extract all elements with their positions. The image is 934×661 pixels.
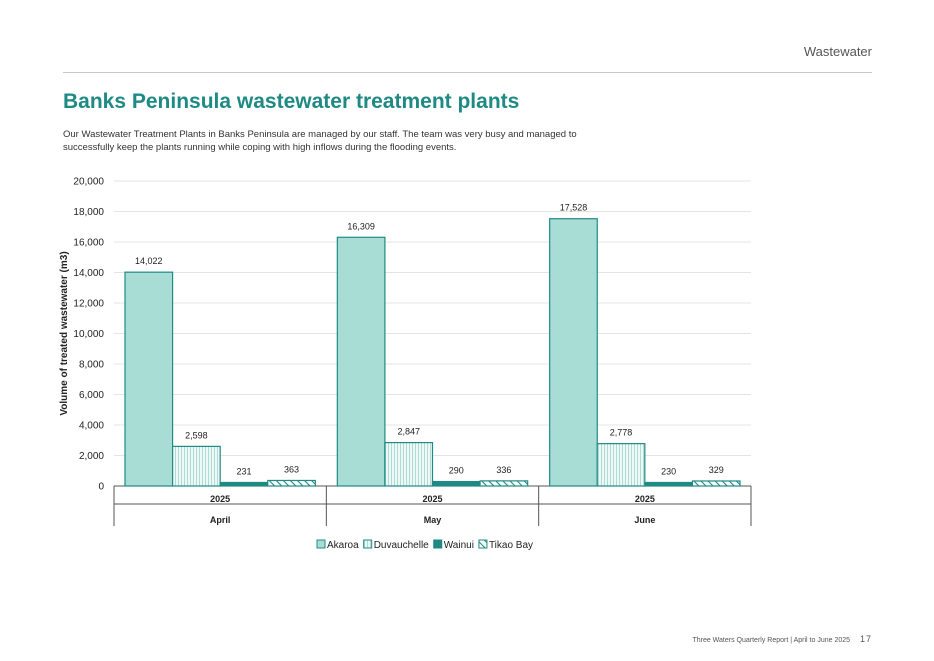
page-title: Banks Peninsula wastewater treatment pla… xyxy=(63,90,520,113)
y-tick-label: 2,000 xyxy=(79,451,104,462)
data-label: 336 xyxy=(496,465,511,475)
data-label: 290 xyxy=(449,466,464,476)
x-tick-year: 2025 xyxy=(422,494,442,504)
data-label: 2,778 xyxy=(610,428,633,438)
data-label: 231 xyxy=(236,466,251,476)
bar-tikao-bay xyxy=(479,480,529,487)
bars xyxy=(124,218,741,487)
x-tick-month: May xyxy=(424,515,442,525)
y-tick-label: 6,000 xyxy=(79,390,104,401)
page-number: 17 xyxy=(859,634,872,644)
y-tick-label: 12,000 xyxy=(73,299,104,310)
bar-duvauchelle xyxy=(596,443,646,487)
bar-duvauchelle xyxy=(171,445,221,487)
footer: Three Waters Quarterly Report | April to… xyxy=(692,634,872,644)
legend-swatch xyxy=(363,539,373,549)
legend-label: Tikao Bay xyxy=(489,540,533,551)
footer-report: Three Waters Quarterly Report | April to… xyxy=(692,637,851,644)
data-label: 2,847 xyxy=(397,427,420,437)
y-tick-label: 0 xyxy=(98,482,104,493)
legend-swatch xyxy=(316,539,326,549)
x-tick-year: 2025 xyxy=(210,494,230,504)
y-tick-label: 20,000 xyxy=(73,177,104,188)
legend: Akaroa Duvauchelle Wainui Tikao Bay xyxy=(316,539,533,551)
bar-wainui xyxy=(431,480,481,487)
legend-swatch xyxy=(433,539,443,549)
y-tick-label: 4,000 xyxy=(79,421,104,432)
legend-label: Duvauchelle xyxy=(374,540,429,551)
bar-tikao-bay xyxy=(267,479,316,487)
gridlines xyxy=(114,180,751,487)
y-tick-label: 10,000 xyxy=(73,329,104,340)
bar-wainui xyxy=(219,481,269,487)
y-axis-label: Volume of treated wastewater (m3) xyxy=(59,251,70,415)
x-tick-month: April xyxy=(210,515,231,525)
bar-akaroa xyxy=(124,271,174,487)
data-label: 363 xyxy=(284,464,299,474)
header-rule xyxy=(63,72,872,73)
legend-label: Wainui xyxy=(444,540,474,551)
x-tick-month: June xyxy=(634,515,655,525)
data-label: 2,598 xyxy=(185,430,208,440)
bar-tikao-bay xyxy=(691,480,741,487)
bar-akaroa xyxy=(336,236,386,487)
y-tick-label: 14,000 xyxy=(73,268,104,279)
bar-akaroa xyxy=(549,218,598,487)
y-tick-label: 16,000 xyxy=(73,238,104,249)
y-tick-label: 8,000 xyxy=(79,360,104,371)
legend-swatch xyxy=(478,539,488,549)
data-label: 14,022 xyxy=(135,256,163,266)
bar-duvauchelle xyxy=(384,441,434,487)
data-labels: 14,022 2,598 231 363 16,309 2,847 290 336 17,528… xyxy=(135,203,724,477)
data-label: 329 xyxy=(709,465,724,475)
intro-paragraph: Our Wastewater Treatment Plants in Banks… xyxy=(63,129,577,153)
data-label: 230 xyxy=(661,466,676,476)
y-tick-label: 18,000 xyxy=(73,207,104,218)
data-label: 17,528 xyxy=(560,203,588,213)
bar-wainui xyxy=(644,481,694,487)
data-label: 16,309 xyxy=(347,221,375,231)
section-label: Wastewater xyxy=(803,44,872,59)
legend-label: Akaroa xyxy=(327,540,359,551)
x-tick-year: 2025 xyxy=(635,494,655,504)
